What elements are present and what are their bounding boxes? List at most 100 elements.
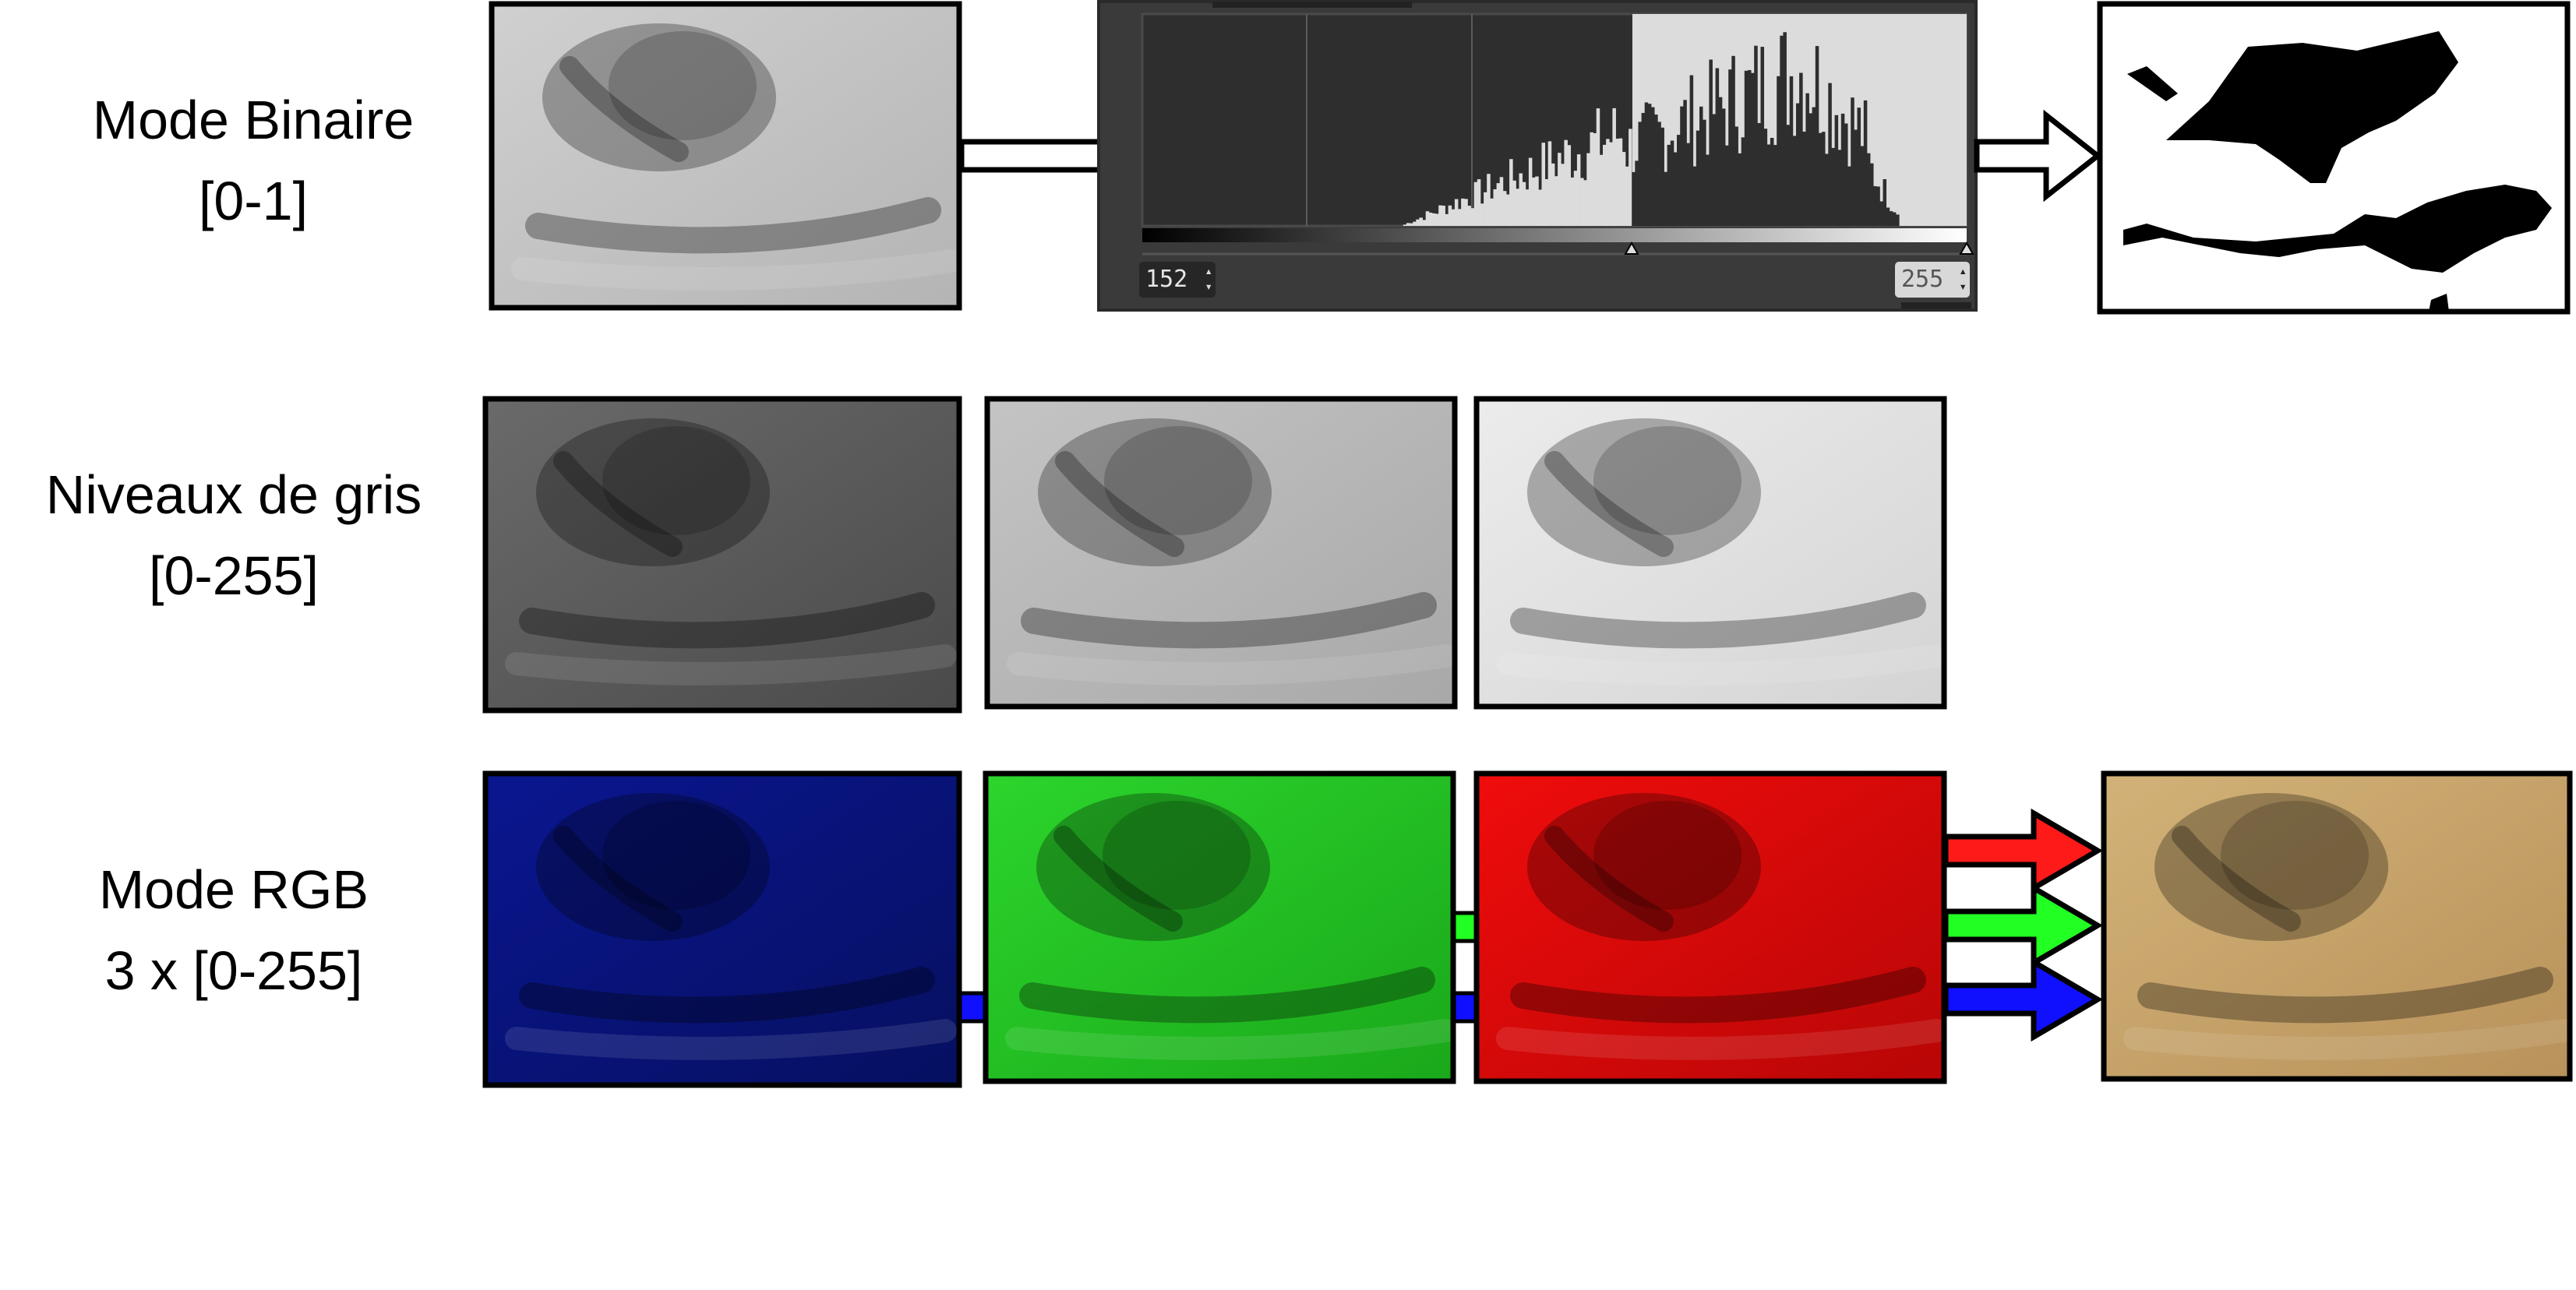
histogram-bar <box>1629 129 1632 226</box>
histogram-bar <box>1751 72 1755 226</box>
histogram-bar <box>1818 132 1823 226</box>
histogram-bar <box>1706 154 1710 226</box>
histogram-bar <box>1547 141 1552 226</box>
histogram-bar <box>1657 122 1661 226</box>
row-label-binary-line1: Mode Binaire <box>92 90 415 150</box>
histogram-bar <box>1725 145 1729 226</box>
histogram-bar <box>1647 104 1652 226</box>
histogram-bar <box>1863 100 1868 226</box>
spin-arrows-icon[interactable]: ▴ ▾ <box>1205 263 1212 294</box>
threshold-tool[interactable] <box>1097 0 1978 312</box>
histogram-bar <box>1477 179 1481 226</box>
histogram-bar <box>1857 108 1861 226</box>
histogram-bar <box>1744 70 1749 226</box>
histogram-bar <box>1632 171 1636 226</box>
histogram-bar <box>1535 176 1539 226</box>
high-threshold-input[interactable]: 255 ▴ ▾ <box>1895 262 1970 298</box>
histogram-bar <box>1635 160 1639 226</box>
histogram-bar <box>1815 46 1819 226</box>
histogram-bar <box>1822 132 1826 226</box>
histogram-bar <box>1603 144 1607 226</box>
histogram-bar <box>1851 97 1854 226</box>
histogram-bar <box>1873 186 1877 226</box>
histogram-bar <box>1883 179 1887 226</box>
histogram-bar <box>1573 171 1578 226</box>
arrow-green-channel <box>1943 883 2103 968</box>
row-label-rgb-line2: 3 x [0-255] <box>104 940 363 1001</box>
histogram-bar <box>1892 212 1897 226</box>
histogram-bar <box>1538 189 1542 226</box>
histogram-bar <box>1786 125 1791 226</box>
histogram-bar <box>1783 32 1787 226</box>
spin-arrows-icon[interactable]: ▴ ▾ <box>1959 263 1967 294</box>
histogram-bar <box>1519 173 1523 226</box>
histogram-bars <box>1403 32 1900 227</box>
histogram-bar <box>1428 213 1433 226</box>
histogram-bar <box>1886 207 1890 226</box>
histogram-bar <box>1615 139 1620 226</box>
histogram-bar <box>1576 154 1581 226</box>
histogram-bar <box>1609 142 1613 226</box>
histogram-bar <box>1770 138 1774 226</box>
histogram-bar <box>1689 75 1694 226</box>
histogram-bar <box>1738 153 1742 226</box>
histogram-bar <box>1686 143 1690 226</box>
histogram-bar <box>1641 113 1646 226</box>
histogram-bar <box>1802 132 1806 226</box>
low-threshold-handle[interactable] <box>1624 241 1639 255</box>
row-label-gray-line2: [0-255] <box>149 545 319 606</box>
histogram-bar <box>1796 103 1800 226</box>
histogram-bar <box>1567 145 1572 226</box>
gray-image-mid <box>984 396 1455 710</box>
histogram-bar <box>1413 221 1417 226</box>
arrow-threshold-to-output <box>1974 109 2102 203</box>
histogram-bar <box>1896 214 1900 226</box>
histogram-bar <box>1442 206 1445 226</box>
histogram-bar <box>1419 217 1423 226</box>
histogram-bar <box>1834 115 1839 226</box>
histogram-bar <box>1445 213 1449 226</box>
row-label-binary: Mode Binaire [0-1] <box>16 79 491 241</box>
histogram-bar <box>1680 106 1684 226</box>
histogram-bar <box>1709 59 1713 226</box>
histogram-bar <box>1596 108 1600 226</box>
histogram-bar <box>1570 177 1575 226</box>
histogram-bar <box>1493 189 1498 226</box>
row-label-binary-line2: [0-1] <box>198 171 309 231</box>
histogram-bar <box>1651 107 1655 226</box>
histogram-bar <box>1499 177 1504 226</box>
histogram-bar <box>1544 179 1549 226</box>
histogram-bar <box>1866 153 1871 226</box>
histogram-bar <box>1502 191 1507 226</box>
histogram-bar <box>1406 223 1410 226</box>
histogram-bar <box>1812 107 1816 226</box>
high-threshold-handle[interactable] <box>1959 241 1974 255</box>
low-threshold-value: 152 <box>1145 266 1188 293</box>
histogram-bar <box>1696 130 1700 226</box>
histogram-bar <box>1828 83 1832 226</box>
histogram-bar <box>1590 132 1594 226</box>
histogram-bar <box>1699 106 1703 226</box>
histogram-bar <box>1487 174 1491 226</box>
gray-image-light <box>1473 396 1944 710</box>
histogram-bar <box>1425 211 1430 226</box>
histogram-bar <box>1889 211 1893 226</box>
histogram-bar <box>1416 219 1420 226</box>
histogram-bar <box>1799 72 1803 226</box>
histogram-bar <box>1551 163 1555 226</box>
low-threshold-input[interactable]: 152 ▴ ▾ <box>1139 262 1216 298</box>
histogram-bar <box>1748 70 1752 226</box>
histogram-bar <box>1789 76 1794 227</box>
histogram-bar <box>1525 189 1530 226</box>
histogram-bar <box>1512 180 1516 226</box>
histogram-bar <box>1435 213 1439 226</box>
histogram-bar <box>1766 144 1771 226</box>
histogram-bar <box>1644 102 1649 226</box>
histogram-gridlines <box>1306 14 1473 226</box>
arrow-input-to-threshold <box>958 139 1103 173</box>
arrow-blue-channel <box>1943 957 2103 1042</box>
histogram-bar <box>1410 223 1413 226</box>
histogram-bar <box>1638 122 1643 226</box>
red-channel-image <box>1473 770 1944 1084</box>
